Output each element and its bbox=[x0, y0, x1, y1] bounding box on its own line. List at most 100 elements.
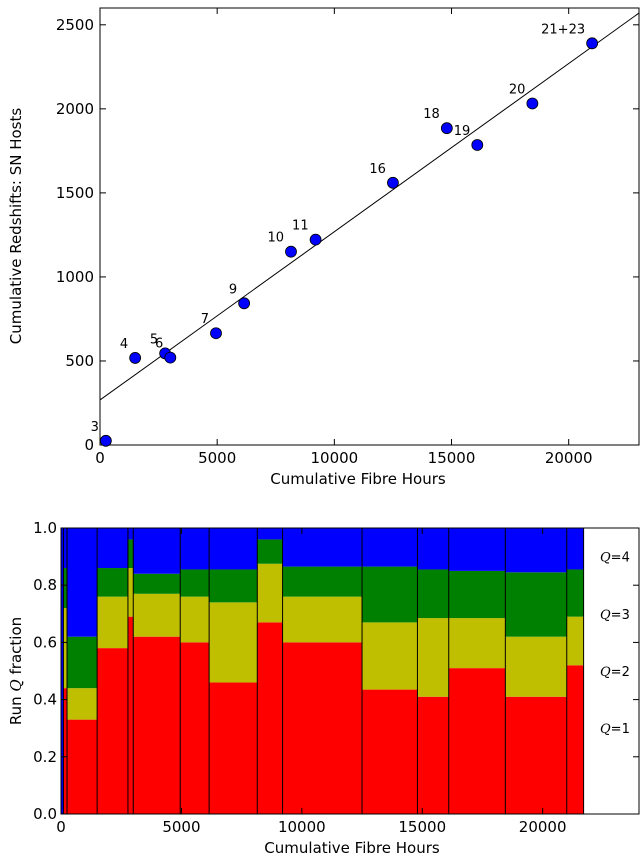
legend-label: Q=4 bbox=[600, 551, 630, 566]
data-point bbox=[210, 327, 222, 340]
top-x-tick-label: 5000 bbox=[198, 449, 236, 467]
run-q2-segment bbox=[180, 596, 210, 643]
run-q1-segment bbox=[257, 622, 283, 814]
point-label: 20 bbox=[509, 82, 526, 97]
data-point bbox=[238, 297, 251, 310]
run-q1-segment bbox=[362, 689, 418, 814]
run-q1-segment bbox=[448, 668, 506, 814]
top-y-tick-label: 2000 bbox=[56, 100, 94, 118]
run-q2-segment bbox=[448, 618, 506, 669]
run-q4-segment bbox=[67, 528, 98, 637]
data-point bbox=[285, 245, 297, 258]
bottom-x-tick-label: 20000 bbox=[519, 818, 567, 836]
run-q3-segment bbox=[180, 569, 210, 597]
bottom-y-tick-label: 0.4 bbox=[33, 691, 57, 709]
bottom-x-tick-label: 0 bbox=[56, 818, 66, 836]
run-q2-segment bbox=[127, 568, 134, 617]
point-label: 9 bbox=[229, 282, 237, 297]
run-q1-segment bbox=[209, 682, 258, 814]
bottom-y-axis-label: Run Q fraction bbox=[7, 617, 25, 725]
run-q4-segment bbox=[127, 528, 134, 540]
run-q3-segment bbox=[97, 568, 128, 597]
run-q1-segment bbox=[417, 696, 449, 814]
data-point bbox=[586, 37, 599, 50]
point-label: 11 bbox=[292, 219, 309, 234]
data-point bbox=[309, 233, 322, 246]
run-q2-segment bbox=[282, 596, 363, 643]
bottom-y-tick-label: 0.6 bbox=[33, 633, 57, 651]
run-q4-segment bbox=[362, 528, 418, 567]
run-q3-segment bbox=[566, 569, 584, 617]
point-label: 3 bbox=[91, 420, 99, 435]
run-q4-segment bbox=[63, 528, 68, 569]
point-label: 21+23 bbox=[541, 22, 585, 37]
run-q4-segment bbox=[61, 528, 64, 814]
point-label: 5 bbox=[150, 332, 158, 347]
run-q1-segment bbox=[67, 719, 98, 814]
top-x-tick-label: 15000 bbox=[428, 449, 476, 467]
data-point bbox=[387, 176, 399, 189]
bottom-y-tick-label: 0.8 bbox=[33, 576, 57, 594]
point-label: 19 bbox=[454, 124, 471, 139]
run-q3-segment bbox=[67, 636, 98, 689]
bottom-x-axis-label: Cumulative Fibre Hours bbox=[264, 839, 440, 857]
run-q1-segment bbox=[97, 648, 128, 814]
bottom-x-tick-label: 5000 bbox=[162, 818, 200, 836]
run-q2-segment bbox=[209, 602, 258, 683]
data-point bbox=[164, 351, 177, 364]
top-x-tick-label: 20000 bbox=[545, 449, 593, 467]
run-q3-segment bbox=[505, 572, 567, 637]
run-q4-segment bbox=[97, 528, 128, 569]
bottom-y-tick-label: 0.2 bbox=[33, 748, 57, 766]
run-q2-segment bbox=[63, 608, 68, 689]
legend-label: Q=2 bbox=[600, 665, 630, 680]
data-point bbox=[471, 139, 484, 151]
run-q4-segment bbox=[133, 528, 181, 574]
bottom-plot-frame bbox=[60, 527, 640, 815]
run-q3-segment bbox=[417, 569, 449, 619]
top-y-tick-label: 0 bbox=[84, 436, 94, 454]
top-y-axis-label: Cumulative Redshifts: SN Hosts bbox=[7, 108, 25, 345]
top-x-axis-label: Cumulative Fibre Hours bbox=[270, 470, 446, 488]
point-label: 18 bbox=[423, 107, 440, 122]
top-x-tick-label: 0 bbox=[95, 449, 105, 467]
run-q2-segment bbox=[67, 688, 98, 720]
point-label: 4 bbox=[120, 337, 128, 352]
run-q4-segment bbox=[566, 528, 584, 570]
top-y-tick-label: 1500 bbox=[56, 184, 94, 202]
run-q3-segment bbox=[362, 566, 418, 623]
run-q3-segment bbox=[282, 566, 363, 597]
top-plot-frame bbox=[99, 7, 640, 446]
run-q2-segment bbox=[257, 563, 283, 623]
run-q4-segment bbox=[282, 528, 363, 567]
run-q4-segment bbox=[180, 528, 210, 570]
run-q2-segment bbox=[362, 622, 418, 690]
bottom-y-tick-label: 0.0 bbox=[33, 805, 57, 823]
top-y-tick-label: 1000 bbox=[56, 268, 94, 286]
redshift-scatter-chart: 0 5000 10000 15000 20000 0 500 1000 1500 2000 2500… bbox=[7, 7, 640, 488]
run-q3-segment bbox=[133, 573, 181, 594]
run-q-fraction-chart: 0 5000 10000 15000 20000 0.0 0.2 0.4 0.6 0.8 1.0 Q=… bbox=[7, 519, 640, 857]
data-point bbox=[526, 97, 539, 110]
run-q2-segment bbox=[505, 636, 567, 697]
run-q4-segment bbox=[257, 528, 283, 540]
legend-label: Q=3 bbox=[600, 608, 630, 623]
point-label: 6 bbox=[155, 337, 163, 352]
run-q1-segment bbox=[180, 642, 210, 814]
run-q4-segment bbox=[448, 528, 506, 571]
top-x-tick-label: 10000 bbox=[310, 449, 358, 467]
run-q1-segment bbox=[63, 688, 68, 814]
bottom-chart-marks: 0 5000 10000 15000 20000 0.0 0.2 0.4 0.6 0.8 1.0 Q=… bbox=[33, 519, 639, 836]
run-q2-segment bbox=[133, 593, 181, 637]
point-label: 7 bbox=[201, 312, 209, 327]
bottom-x-tick-label: 10000 bbox=[278, 818, 326, 836]
bottom-y-tick-label: 1.0 bbox=[33, 519, 57, 537]
run-q4-segment bbox=[417, 528, 449, 570]
run-q1-segment bbox=[127, 616, 134, 814]
data-point bbox=[440, 122, 453, 135]
run-q1-segment bbox=[505, 696, 567, 814]
point-label: 10 bbox=[267, 231, 284, 246]
legend-label: Q=1 bbox=[600, 722, 630, 737]
run-q3-segment bbox=[63, 568, 68, 609]
